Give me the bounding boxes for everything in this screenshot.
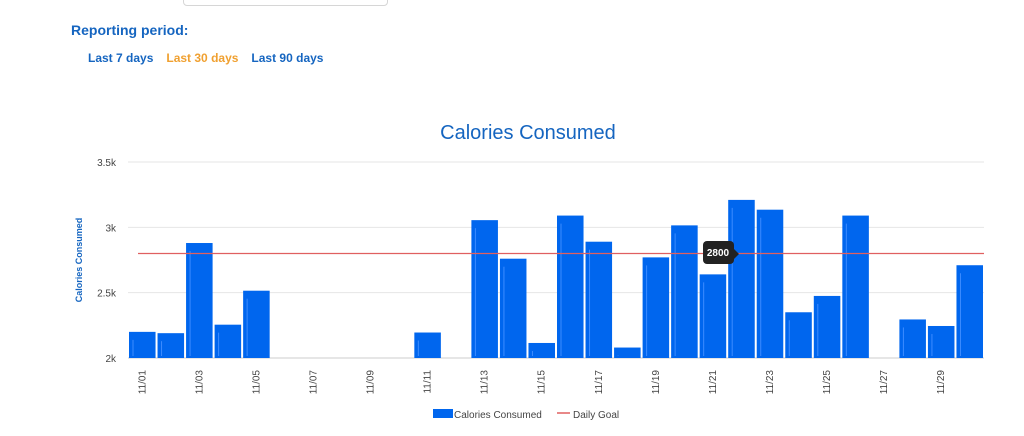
bar[interactable] xyxy=(528,342,555,358)
x-tick-label: 11/21 xyxy=(708,370,719,395)
y-axis-ticks: 2k 2.5k 3k 3.5k xyxy=(97,158,117,365)
x-axis-ticks: 11/01 11/03 11/05 11/07 11/09 11/11 11/13 11/15… xyxy=(137,370,947,395)
tooltip-pointer xyxy=(734,249,739,259)
reporting-period-options: Last 7 days Last 30 days Last 90 days xyxy=(88,51,323,65)
chart-title: Calories Consumed xyxy=(440,122,616,144)
tooltip-value: 2800 xyxy=(707,248,730,259)
search-input[interactable] xyxy=(183,0,388,6)
x-tick-label: 11/07 xyxy=(308,370,319,395)
bar[interactable] xyxy=(614,347,641,358)
period-option-last-30-days[interactable]: Last 30 days xyxy=(166,51,239,65)
y-tick-label: 2k xyxy=(105,354,117,365)
goal-tooltip: 2800 xyxy=(703,241,739,264)
x-tick-label: 11/17 xyxy=(594,370,605,395)
legend-swatch-calories xyxy=(433,409,453,418)
x-tick-label: 11/25 xyxy=(822,370,833,395)
y-axis-label: Calories Consumed xyxy=(74,218,84,303)
period-option-last-90-days[interactable]: Last 90 days xyxy=(251,51,324,65)
legend-label-goal: Daily Goal xyxy=(573,410,619,421)
x-tick-label: 11/15 xyxy=(537,370,548,395)
y-tick-label: 3k xyxy=(105,223,117,234)
x-tick-label: 11/13 xyxy=(480,370,491,395)
reporting-period-title: Reporting period: xyxy=(71,22,189,38)
period-option-last-7-days[interactable]: Last 7 days xyxy=(88,51,154,65)
legend-label-calories: Calories Consumed xyxy=(454,410,542,421)
x-tick-label: 11/23 xyxy=(765,370,776,395)
x-tick-label: 11/27 xyxy=(879,370,890,395)
x-tick-label: 11/11 xyxy=(423,370,434,394)
x-tick-label: 11/29 xyxy=(936,370,947,395)
grid-lines xyxy=(128,161,984,359)
bar-series xyxy=(129,199,983,358)
x-tick-label: 11/05 xyxy=(251,370,262,395)
x-tick-label: 11/09 xyxy=(366,370,377,395)
x-tick-label: 11/01 xyxy=(137,370,148,395)
x-tick-label: 11/03 xyxy=(194,370,205,395)
x-tick-label: 11/19 xyxy=(651,370,662,395)
tooltip-background xyxy=(703,241,734,264)
chart-legend: Calories Consumed Daily Goal xyxy=(433,409,619,421)
y-tick-label: 3.5k xyxy=(97,158,117,169)
y-tick-label: 2.5k xyxy=(97,289,117,300)
